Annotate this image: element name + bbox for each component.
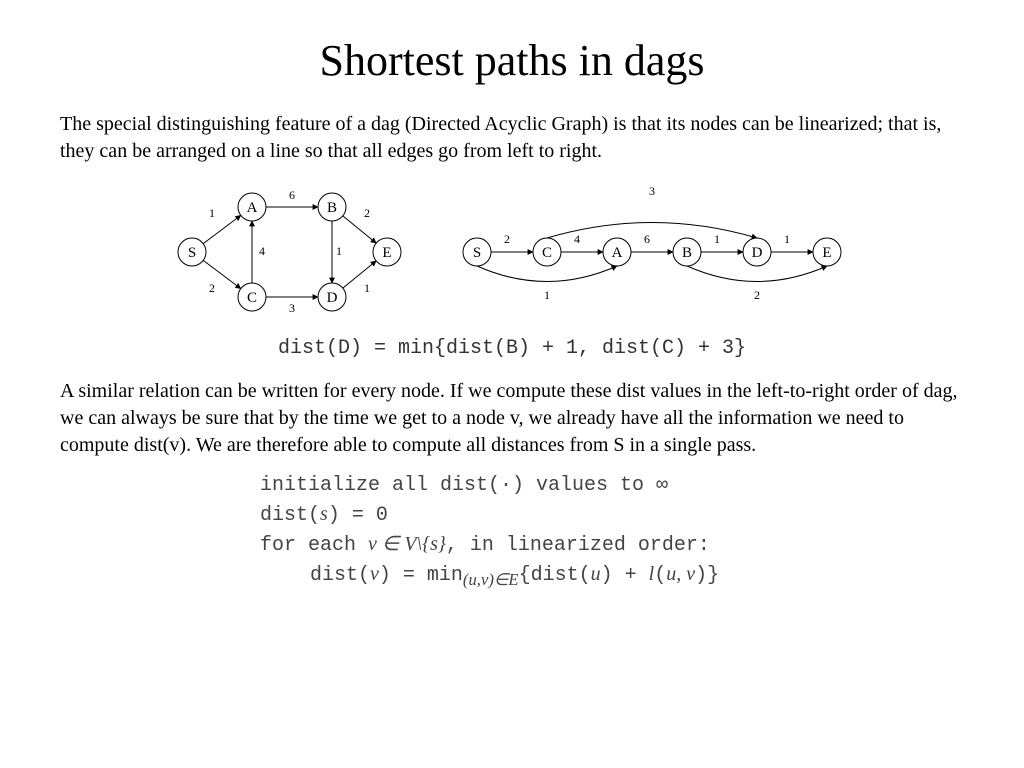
svg-text:B: B [682,245,692,261]
algo-line-4: dist(v) = min(u,v)∈E{dist(u) + l(u, v)} [310,560,964,592]
algo-line-3: for each v ∈ V\{s}, in linearized order: [260,530,964,560]
svg-text:1: 1 [544,288,550,302]
svg-text:D: D [327,290,338,306]
slide-title: Shortest paths in dags [60,35,964,86]
svg-text:B: B [327,200,337,216]
svg-text:2: 2 [364,206,370,220]
svg-text:1: 1 [209,206,215,220]
svg-text:S: S [188,245,196,261]
svg-text:2: 2 [209,281,215,295]
paragraph-2: A similar relation can be written for ev… [60,378,964,459]
svg-text:E: E [822,245,831,261]
svg-text:1: 1 [336,244,342,258]
dag-graph-1: 1 2 4 6 1 3 2 1 S A B C D E [167,177,417,327]
svg-text:3: 3 [289,301,295,315]
svg-text:6: 6 [289,188,295,202]
formula-text: dist(D) = min{dist(B) + 1, dist(C) + 3} [278,337,746,360]
algo-line-2: dist(s) = 0 [260,500,964,530]
svg-text:1: 1 [714,232,720,246]
diagram-row: 1 2 4 6 1 3 2 1 S A B C D E 1 3 2 2 4 6 1 1 S C A B D E [60,177,964,327]
dag-graph-linearized: 1 3 2 2 4 6 1 1 S C A B D E [447,177,857,327]
svg-text:6: 6 [644,232,650,246]
svg-text:A: A [247,200,258,216]
svg-text:C: C [247,290,257,306]
svg-text:2: 2 [504,232,510,246]
svg-text:1: 1 [784,232,790,246]
svg-text:D: D [752,245,763,261]
dist-formula: dist(D) = min{dist(B) + 1, dist(C) + 3} [60,337,964,360]
svg-text:C: C [542,245,552,261]
svg-text:E: E [382,245,391,261]
svg-text:1: 1 [364,281,370,295]
svg-text:2: 2 [754,288,760,302]
algorithm-block: initialize all dist(·) values to ∞ dist(… [260,471,964,592]
svg-text:4: 4 [259,244,265,258]
svg-text:3: 3 [649,184,655,198]
svg-text:4: 4 [574,232,580,246]
svg-text:S: S [473,245,481,261]
svg-text:A: A [612,245,623,261]
paragraph-1: The special distinguishing feature of a … [60,111,964,165]
algo-line-1: initialize all dist(·) values to ∞ [260,471,964,500]
